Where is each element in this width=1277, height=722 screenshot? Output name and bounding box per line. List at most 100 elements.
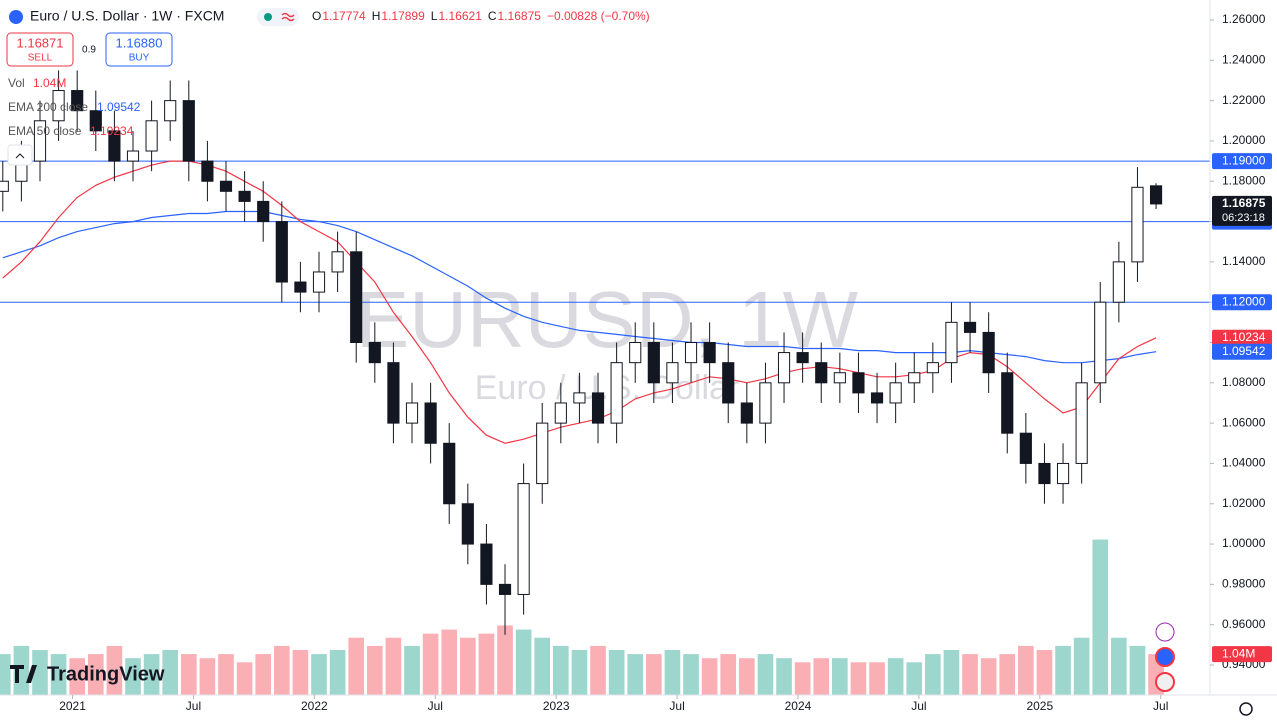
level-label-box — [1212, 153, 1272, 170]
volume-bar — [553, 645, 569, 695]
volume-bar — [50, 654, 67, 695]
collapse-icon — [15, 153, 25, 159]
candle-body — [610, 362, 623, 424]
sell-label: SELL — [28, 53, 53, 64]
volume-bar — [757, 654, 774, 695]
candle-body — [145, 120, 158, 152]
volume-bar — [869, 662, 885, 695]
volume-bar — [199, 658, 216, 695]
candle-body — [703, 342, 716, 364]
volume-bar — [311, 654, 327, 695]
candle-body — [498, 583, 512, 595]
volume-bar — [69, 658, 86, 695]
candle-body — [294, 281, 307, 293]
candle-body — [461, 503, 474, 545]
candle-body — [368, 342, 381, 364]
y-tick-label: 1.22000 — [1222, 93, 1266, 107]
current-price: 1.16875 — [1222, 196, 1266, 210]
volume-bar — [906, 662, 923, 695]
legend-ema200-name[interactable]: EMA 200 close — [8, 100, 88, 114]
y-tick-label: 1.08000 — [1222, 375, 1266, 389]
bar-countdown: 06:23:18 — [1222, 212, 1265, 224]
candle-body — [591, 392, 605, 424]
candle-body — [1056, 462, 1070, 485]
candle-body — [275, 221, 288, 283]
buy-button[interactable] — [105, 32, 173, 67]
level-label: 1.19000 — [1222, 153, 1266, 167]
volume-bar — [273, 645, 290, 695]
y-tick-label: 1.06000 — [1222, 415, 1266, 429]
legend-ema50-value: 1.10234 — [90, 124, 134, 138]
legend-volume-name[interactable]: Vol — [8, 76, 25, 90]
volume-label-box — [1212, 646, 1272, 663]
y-tick-label: 1.00000 — [1222, 536, 1266, 550]
candle-body — [1094, 301, 1107, 384]
volume-bar — [106, 645, 123, 695]
sell-button[interactable] — [6, 32, 74, 67]
volume-bar — [478, 633, 495, 695]
volume-bar — [1129, 645, 1146, 695]
candle-body — [257, 200, 270, 223]
candle-body — [536, 422, 549, 485]
candle-body — [852, 372, 865, 394]
candle-body — [684, 342, 698, 364]
x-tick-label: Jul — [911, 699, 926, 713]
settings-icon[interactable] — [1239, 702, 1253, 716]
volume-bar — [1018, 645, 1034, 695]
x-tick-label: 2024 — [785, 699, 812, 713]
x-tick-label: Jul — [186, 699, 201, 713]
y-tick-label: 1.14000 — [1222, 254, 1266, 268]
volume-bar — [366, 645, 383, 695]
candle-body — [1131, 186, 1144, 263]
candle-body — [1075, 382, 1088, 464]
volume-bar — [608, 650, 625, 695]
y-tick-label: 1.18000 — [1222, 173, 1266, 187]
volume-bar — [590, 645, 606, 695]
ohlc-readout: O 1.17774 H 1.17899 L 1.16621 C 1.16875 −0.00828… — [312, 9, 650, 23]
candle-body — [945, 321, 958, 364]
candle-body — [982, 331, 995, 374]
candle-body — [740, 402, 753, 424]
y-tick-label: 1.24000 — [1222, 52, 1266, 66]
candle-body — [1149, 185, 1163, 205]
collapse-legend-button[interactable] — [7, 144, 33, 166]
candle-body — [126, 150, 140, 162]
candle-body — [405, 402, 419, 424]
volume-bar — [1055, 645, 1071, 695]
ohlc-label: H — [372, 9, 381, 23]
legend-volume-value: 1.04M — [33, 76, 66, 90]
symbol-icon[interactable] — [9, 10, 23, 24]
us-flag-icon[interactable] — [1155, 672, 1175, 692]
legend-ema50-name[interactable]: EMA 50 close — [8, 124, 82, 138]
candle-body — [926, 362, 939, 374]
volume-bar — [385, 637, 402, 695]
ohlc-value: 1.17899 — [381, 9, 425, 23]
y-tick-label: 0.98000 — [1222, 577, 1266, 591]
logo-text[interactable]: TradingView — [47, 663, 165, 685]
candle-body — [201, 160, 214, 182]
symbol-title[interactable]: Euro / U.S. Dollar · 1W · FXCM — [30, 8, 224, 24]
status-icon — [281, 12, 295, 22]
ema200-label-box — [1212, 343, 1272, 360]
watermark-symbol: EURUSD, 1W — [356, 275, 859, 364]
volume-bar — [329, 650, 346, 695]
level-label-box — [1212, 294, 1272, 311]
candle-body — [963, 321, 977, 333]
candle-body — [52, 90, 65, 122]
ema200-axis-label: 1.09542 — [1222, 344, 1266, 358]
volume-bar — [87, 654, 104, 695]
candle-body — [312, 271, 326, 293]
candle-body — [480, 543, 493, 585]
volume-bar — [720, 654, 737, 695]
candle-body — [629, 342, 642, 364]
current-price-box — [1212, 195, 1272, 226]
eu-flag-icon[interactable] — [1155, 647, 1175, 667]
volume-bar — [125, 658, 141, 695]
volume-bar — [0, 654, 11, 695]
volume-bar — [776, 658, 792, 695]
buy-price: 1.16880 — [116, 35, 163, 50]
alert-icon[interactable] — [1155, 622, 1175, 642]
status-pill[interactable] — [257, 8, 299, 26]
sell-price: 1.16871 — [17, 35, 64, 50]
